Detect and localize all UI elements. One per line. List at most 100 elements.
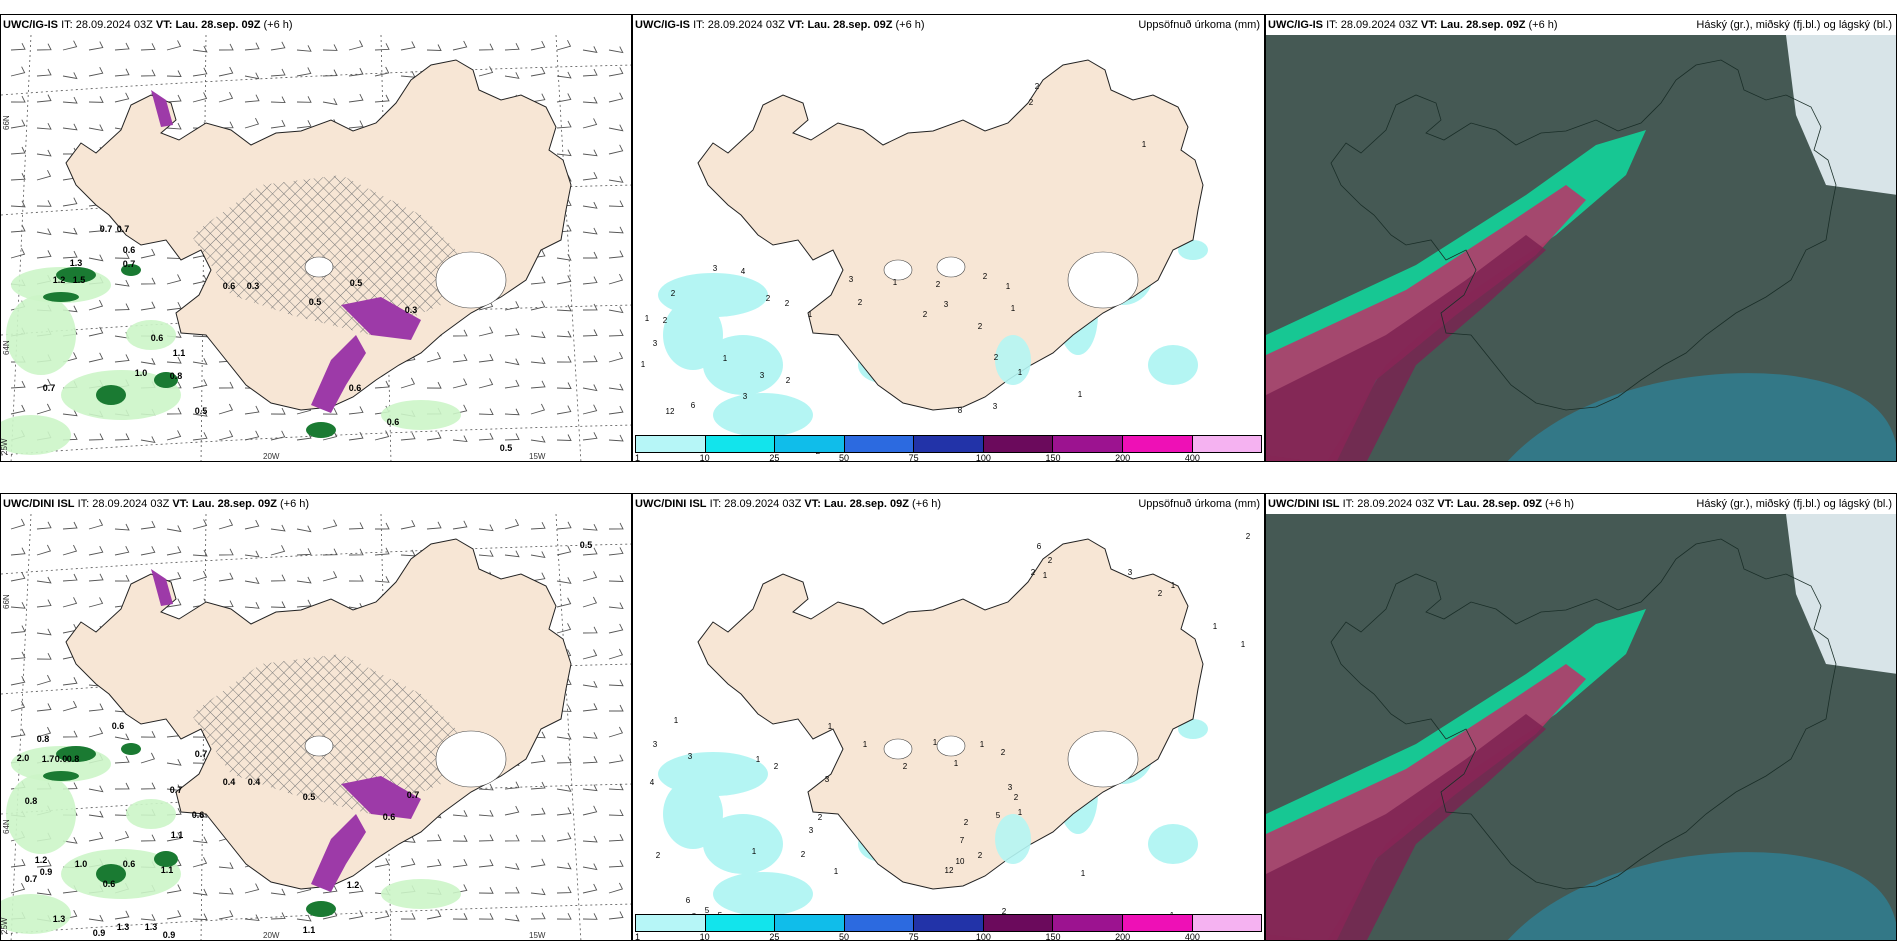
wind-barb <box>10 66 26 77</box>
wind-barb <box>36 94 52 103</box>
value-label: 0.7 <box>407 790 420 800</box>
value-label: 2 <box>1246 532 1251 541</box>
legend-tick-label: 25 <box>769 932 780 941</box>
wind-barb <box>36 726 52 738</box>
low-cloud-area <box>1507 852 1896 940</box>
value-label: 3 <box>1128 568 1133 577</box>
wind-barb <box>348 522 364 530</box>
precip-area <box>703 814 783 874</box>
wind-barb <box>10 119 26 129</box>
wind-barb <box>582 276 598 285</box>
precip-area <box>1178 719 1208 739</box>
value-label: 1.1 <box>303 925 316 935</box>
value-label: 0.6 <box>349 383 362 393</box>
wind-barb <box>608 623 624 634</box>
legend-swatch <box>705 436 776 452</box>
wind-barb <box>530 300 546 311</box>
wind-barb <box>504 781 520 790</box>
wind-barb <box>166 407 182 415</box>
value-label: 1 <box>954 759 959 768</box>
wind-barb <box>36 544 52 556</box>
wind-barb <box>530 40 546 51</box>
wind-barb <box>608 783 624 791</box>
value-label: 0.7 <box>25 874 38 884</box>
wind-barb <box>556 120 572 129</box>
wind-barb <box>192 570 208 582</box>
precip-light-area <box>1 894 71 934</box>
lead-time: (+6 h) <box>263 19 293 31</box>
wind-barb <box>140 69 156 77</box>
precip-heavy-area <box>154 372 178 388</box>
precip-purple-area <box>151 90 173 127</box>
precip-heavy-area <box>43 292 79 302</box>
glacier <box>936 735 966 757</box>
value-label: 5 <box>705 906 710 915</box>
wind-barb <box>530 357 546 365</box>
cloud-front-core <box>1266 235 1546 461</box>
wind-barb <box>530 807 546 816</box>
wind-barb <box>166 302 182 311</box>
wind-barb <box>36 68 52 77</box>
precip-purple-area <box>341 297 421 340</box>
precip-heavy-area <box>121 264 141 276</box>
wind-barb <box>348 885 364 894</box>
wind-barb <box>556 93 572 103</box>
wind-barb <box>62 227 78 235</box>
wind-barb <box>530 754 546 764</box>
wind-barb <box>608 273 624 285</box>
value-label: 1.3 <box>145 922 158 932</box>
value-label: 0.6 <box>387 417 400 427</box>
wind-barb <box>270 119 286 129</box>
value-label: 1 <box>863 740 868 749</box>
legend-tick-label: 150 <box>1045 932 1061 941</box>
graticule-line <box>10 35 32 461</box>
wind-barb <box>556 304 572 312</box>
axis-label: 25W <box>1 438 9 455</box>
wind-barb <box>88 573 104 582</box>
legend-swatch <box>844 915 915 931</box>
wind-barb <box>582 596 598 608</box>
low-cloud-area <box>1507 373 1896 461</box>
wind-barb <box>270 574 286 582</box>
wind-barb <box>218 518 234 530</box>
wind-barb <box>88 224 104 233</box>
wind-barb <box>270 68 286 77</box>
panel-title: Uppsöfnuð úrkoma (mm) <box>1138 19 1260 31</box>
value-label: 4 <box>741 267 746 276</box>
panel-clouds: UWC/IG-IS IT: 28.09.2024 03Z VT: Lau. 28… <box>1265 14 1897 462</box>
value-label: 3 <box>1008 783 1013 792</box>
legend-tick-label: 150 <box>1045 453 1061 462</box>
wind-barb <box>608 704 624 712</box>
wind-barb <box>10 700 26 712</box>
value-label: 1 <box>723 354 728 363</box>
wind-barb <box>582 171 598 181</box>
precip-heavy-area <box>306 901 336 917</box>
wind-barb <box>296 120 312 129</box>
wind-barb <box>244 94 260 103</box>
value-label: 1 <box>834 867 839 876</box>
wind-barb <box>452 378 468 389</box>
wind-barb <box>192 549 208 557</box>
wind-barb <box>556 623 572 634</box>
cloud-cover-map <box>1266 35 1896 461</box>
wind-barb <box>582 681 598 688</box>
wind-barb <box>88 597 104 608</box>
legend-swatch <box>636 436 706 452</box>
wind-barb <box>582 68 598 77</box>
wind-barb <box>530 93 546 103</box>
value-label: 10 <box>956 857 965 866</box>
value-label: 2.0 <box>17 753 30 763</box>
value-label: 1 <box>1171 581 1176 590</box>
wind-barb <box>374 910 390 920</box>
wind-barb <box>10 518 26 530</box>
accumulated-precip-map: 622 1 312112133412311211123215272101223212… <box>633 514 1264 940</box>
wind-barb <box>166 94 182 103</box>
legend-tick-label: 10 <box>699 453 710 462</box>
wind-barb <box>478 326 494 337</box>
wind-barb <box>582 547 598 556</box>
glacier <box>936 256 966 278</box>
value-label: 3 <box>653 339 658 348</box>
panel-header: UWC/IG-IS IT: 28.09.2024 03Z VT: Lau. 28… <box>633 15 1264 35</box>
value-label: 1.2 <box>53 275 66 285</box>
wind-barb <box>608 860 624 868</box>
